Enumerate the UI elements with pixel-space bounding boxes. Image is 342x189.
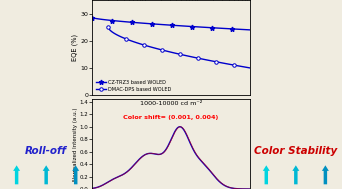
- Text: Color Stability: Color Stability: [254, 146, 338, 156]
- Y-axis label: Normalized Intensity (a.u.): Normalized Intensity (a.u.): [73, 107, 78, 181]
- DMAC-DPS based WOLED: [169, 51, 173, 53]
- Line: DMAC-DPS based WOLED: DMAC-DPS based WOLED: [106, 25, 251, 70]
- DMAC-DPS based WOLED: [106, 26, 110, 28]
- Text: Roll-off: Roll-off: [25, 146, 67, 156]
- CZ-TRZ3 based WOLED: [184, 25, 188, 27]
- Text: 1000-10000 cd m⁻²: 1000-10000 cd m⁻²: [140, 101, 202, 106]
- DMAC-DPS based WOLED: [248, 67, 252, 69]
- CZ-TRZ3 based WOLED: [230, 28, 234, 30]
- DMAC-DPS based WOLED: [192, 56, 196, 58]
- DMAC-DPS based WOLED: [197, 57, 201, 60]
- CZ-TRZ3 based WOLED: [192, 26, 196, 28]
- CZ-TRZ3 based WOLED: [90, 16, 94, 19]
- DMAC-DPS based WOLED: [190, 56, 194, 58]
- Y-axis label: EQE (%): EQE (%): [71, 34, 78, 61]
- Line: CZ-TRZ3 based WOLED: CZ-TRZ3 based WOLED: [90, 15, 252, 32]
- DMAC-DPS based WOLED: [232, 64, 236, 66]
- Legend: CZ-TRZ3 based WOLED, DMAC-DPS based WOLED: CZ-TRZ3 based WOLED, DMAC-DPS based WOLE…: [95, 79, 172, 93]
- CZ-TRZ3 based WOLED: [186, 25, 190, 27]
- Text: Color shift= (0.001, 0.004): Color shift= (0.001, 0.004): [123, 115, 219, 120]
- DMAC-DPS based WOLED: [203, 58, 207, 61]
- CZ-TRZ3 based WOLED: [198, 26, 202, 28]
- CZ-TRZ3 based WOLED: [160, 23, 164, 26]
- CZ-TRZ3 based WOLED: [248, 29, 252, 31]
